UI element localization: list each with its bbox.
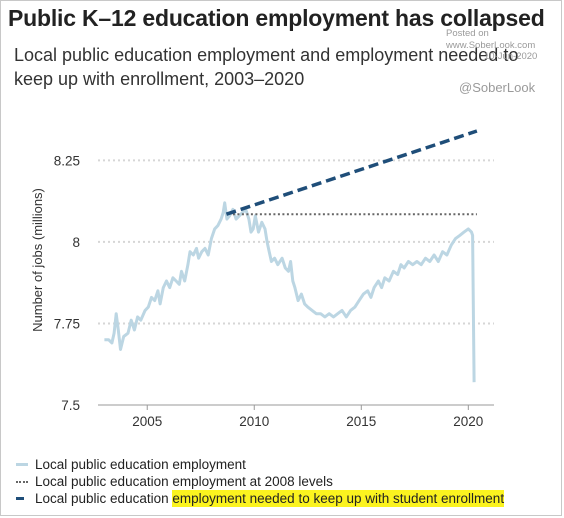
chart-title: Public K–12 education employment has col…: [8, 5, 545, 31]
y-tick-label: 8: [72, 235, 80, 250]
legend-label-needed-prefix: Local public education: [35, 491, 173, 506]
legend: Local public education employment Local …: [16, 456, 505, 507]
x-tick-label: 2015: [346, 414, 376, 429]
legend-label-needed-highlight: employment needed to keep up with studen…: [172, 490, 505, 507]
y-tick-label: 7.75: [54, 316, 80, 331]
y-axis-label: Number of jobs (millions): [30, 188, 45, 332]
x-tick-label: 2010: [239, 414, 269, 429]
series-layer: [104, 129, 478, 383]
posted-date: 10-Jun-2020: [484, 51, 538, 62]
x-tick-label: 2005: [132, 414, 162, 429]
legend-label-employment: Local public education employment: [35, 457, 246, 472]
posted-watermark: Posted on www.SoberLook.com 10-Jun-2020: [446, 28, 538, 63]
y-tick-label: 8.25: [54, 153, 80, 168]
legend-swatch-solid: [16, 463, 28, 466]
posted-label: Posted on: [446, 28, 489, 39]
posted-site: www.SoberLook.com: [446, 39, 536, 51]
legend-swatch-dotted: [16, 480, 28, 483]
y-tick-label: 7.5: [61, 398, 80, 413]
twitter-handle: @SoberLook: [459, 80, 536, 95]
legend-swatch-dashed: [16, 497, 24, 500]
legend-item-employment: Local public education employment: [16, 456, 504, 473]
legend-item-2008-levels: Local public education employment at 200…: [16, 473, 504, 490]
axis-layer: 7.5 7.75 8 8.25 2005 2010 2015 2020: [54, 153, 494, 429]
legend-item-needed: Local public education employment needed…: [16, 490, 505, 507]
grid-layer: [98, 159, 494, 325]
x-tick-label: 2020: [453, 414, 483, 429]
legend-label-2008-levels: Local public education employment at 200…: [35, 474, 333, 489]
employment-series-line: [104, 201, 476, 383]
needed-series-line: [225, 129, 478, 216]
chart-subtitle: Local public education employment and em…: [14, 45, 519, 89]
